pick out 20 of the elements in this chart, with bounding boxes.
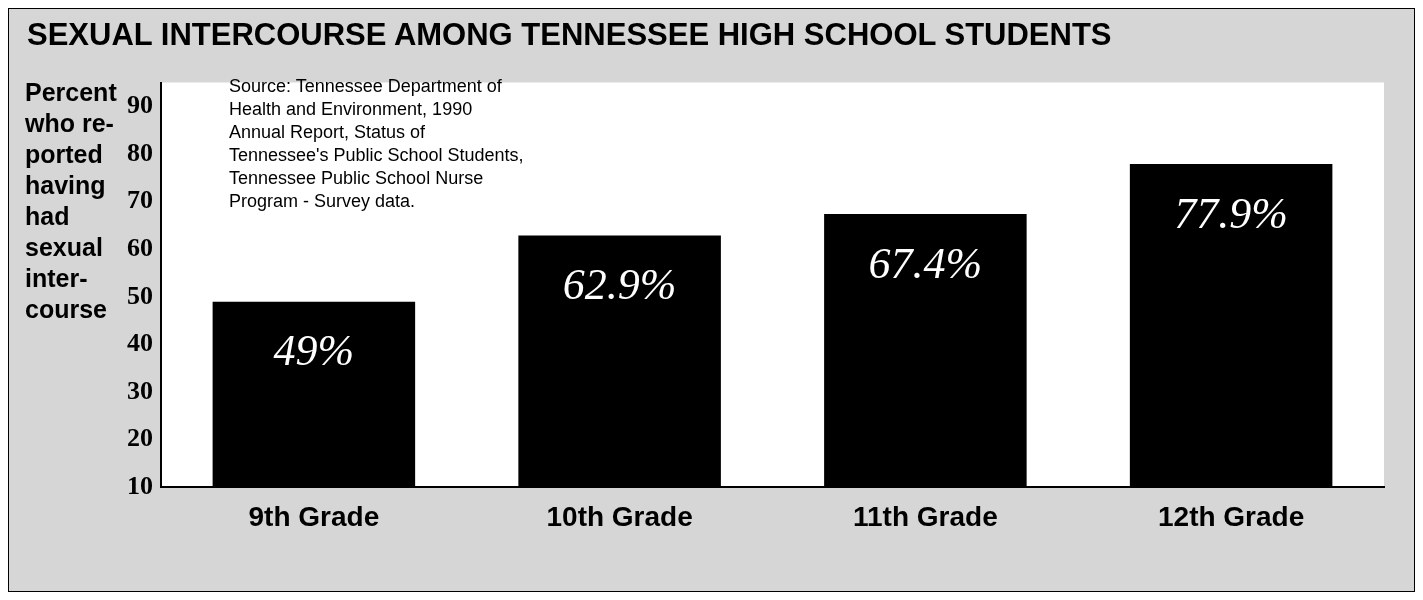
y-tick-label: 80 [127, 137, 153, 167]
y-tick-label: 20 [127, 423, 153, 453]
chart-title: SEXUAL INTERCOURSE AMONG TENNESSEE HIGH SCHOOL STUDENTS [26, 16, 1113, 53]
x-tick-label: 11th Grade [853, 500, 998, 532]
x-tick-label: 12th Grade [1157, 500, 1305, 532]
y-tick-label: 10 [127, 471, 153, 501]
data-label: 67.4% [868, 238, 983, 288]
y-axis-title: Percent who re-ported having had sexual inter-course [24, 77, 118, 325]
y-tick-label: 50 [127, 280, 153, 310]
data-label: 77.9% [1174, 188, 1288, 238]
y-tick-label: 60 [127, 233, 153, 262]
data-label: 62.9% [562, 260, 677, 310]
y-tick-label: 40 [127, 328, 153, 358]
y-tick-label: 70 [127, 185, 153, 215]
x-tick-label: 10th Grade [546, 500, 693, 532]
annotation: Source: Tennessee Department of Health and Environment, 1990 Annual Report, Status of Tennessee's Public School Students, Tennessee Public School Nurse Program - Survey data. [229, 75, 525, 213]
data-label: 49% [273, 326, 355, 376]
x-tick-label: 9th Grade [248, 500, 380, 532]
y-tick-label: 30 [127, 375, 153, 405]
y-tick-label: 90 [127, 90, 153, 120]
